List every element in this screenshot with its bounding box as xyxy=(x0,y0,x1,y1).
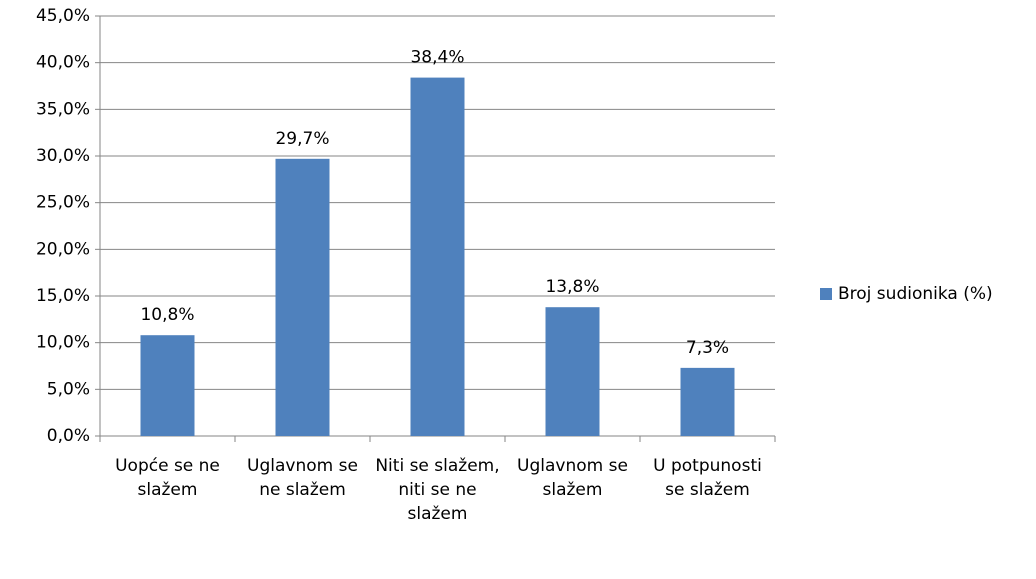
y-tick-label: 35,0% xyxy=(36,99,90,119)
y-tick-label: 25,0% xyxy=(36,193,90,213)
y-tick-label: 45,0% xyxy=(36,6,90,26)
data-label: 38,4% xyxy=(410,48,464,68)
data-label: 13,8% xyxy=(545,277,599,297)
legend-swatch xyxy=(820,288,832,300)
bar xyxy=(140,335,195,436)
y-tick-label: 40,0% xyxy=(36,53,90,73)
y-tick-label: 5,0% xyxy=(47,379,90,399)
x-tick-label: Uglavnom se ne slažem xyxy=(247,456,358,500)
y-tick-label: 20,0% xyxy=(36,239,90,259)
y-tick-label: 0,0% xyxy=(47,426,90,446)
y-tick-label: 30,0% xyxy=(36,146,90,166)
bar xyxy=(275,158,330,437)
x-tick-label: Uglavnom se slažem xyxy=(517,456,628,500)
data-label: 29,7% xyxy=(275,129,329,149)
data-label: 7,3% xyxy=(686,338,729,358)
x-tick-label: Uopće se ne slažem xyxy=(115,456,220,500)
legend-label: Broj sudionika (%) xyxy=(838,284,993,304)
bar xyxy=(545,307,600,436)
y-tick-label: 10,0% xyxy=(36,333,90,353)
data-label: 10,8% xyxy=(140,305,194,325)
x-tick-label: Niti se slažem, niti se ne slažem xyxy=(375,456,500,524)
y-tick-label: 15,0% xyxy=(36,286,90,306)
bar xyxy=(410,77,465,436)
bar xyxy=(680,367,735,436)
x-tick-label: U potpunosti se slažem xyxy=(653,456,762,500)
